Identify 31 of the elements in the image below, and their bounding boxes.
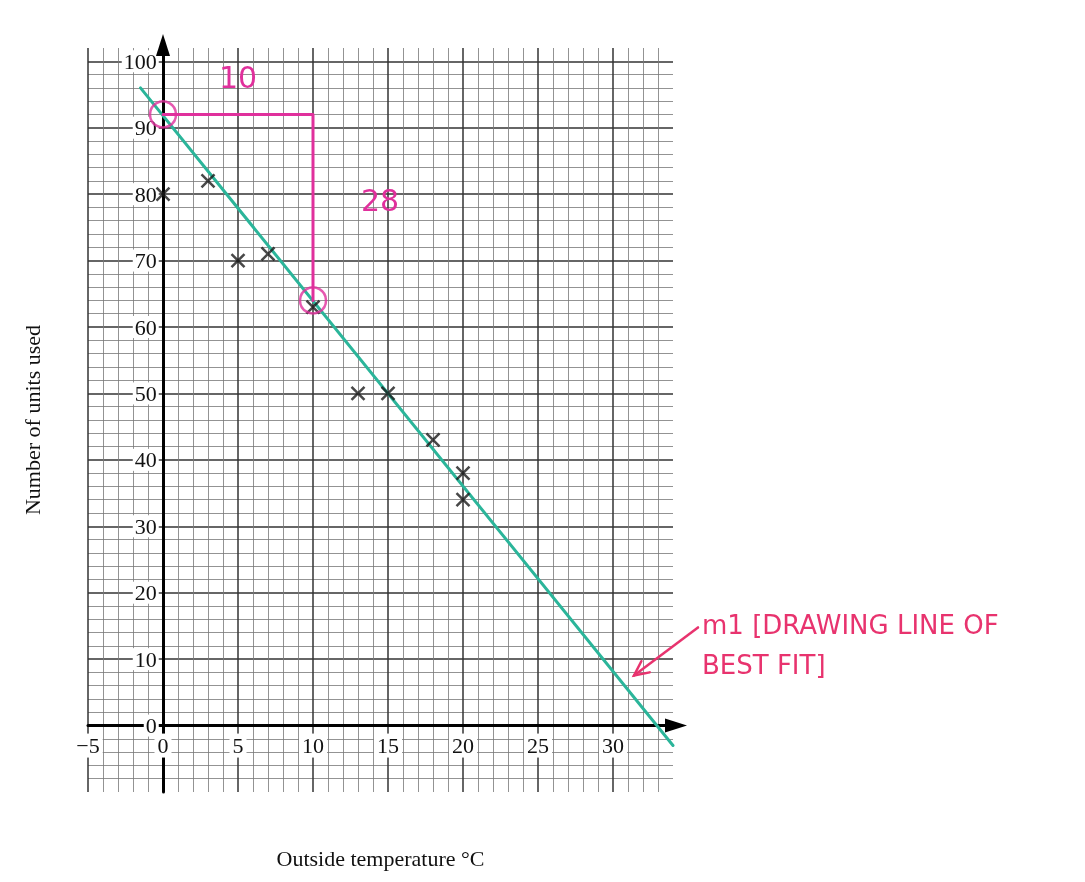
y-tick-label: 80 xyxy=(134,181,157,207)
x-tick-label: −5 xyxy=(76,733,100,759)
y-axis-title: Number of units used xyxy=(19,324,45,516)
x-tick-label: 30 xyxy=(602,733,624,759)
y-tick-label: 90 xyxy=(134,115,157,141)
y-tick-label: 0 xyxy=(145,713,157,739)
point xyxy=(230,252,246,269)
y-tick-label: 70 xyxy=(134,248,157,274)
point xyxy=(455,491,471,508)
point xyxy=(425,432,441,448)
point xyxy=(380,385,396,402)
point xyxy=(200,173,216,189)
y-tick-label: 100 xyxy=(123,48,157,74)
point xyxy=(155,186,171,202)
x-tick-label: 15 xyxy=(377,733,399,759)
x-tick-label: 20 xyxy=(452,733,474,759)
x-tick-label: 10 xyxy=(302,733,324,759)
y-tick-label: 10 xyxy=(134,646,157,672)
point xyxy=(298,286,328,315)
point xyxy=(455,465,471,481)
point xyxy=(260,246,276,262)
y-tick-label: 50 xyxy=(134,380,157,406)
x-axis-title: Outside temperature °C xyxy=(276,845,485,871)
x-tick-label: 5 xyxy=(232,733,244,759)
x-tick-label: 25 xyxy=(527,733,549,759)
y-tick-label: 40 xyxy=(134,447,157,473)
y-tick-label: 60 xyxy=(134,314,157,340)
y-tick-label: 20 xyxy=(134,580,157,606)
y-tick-label: 30 xyxy=(134,513,157,539)
point xyxy=(350,385,366,402)
text: m1 [DRAWING LINE OF BEST FIT] xyxy=(702,610,1007,681)
